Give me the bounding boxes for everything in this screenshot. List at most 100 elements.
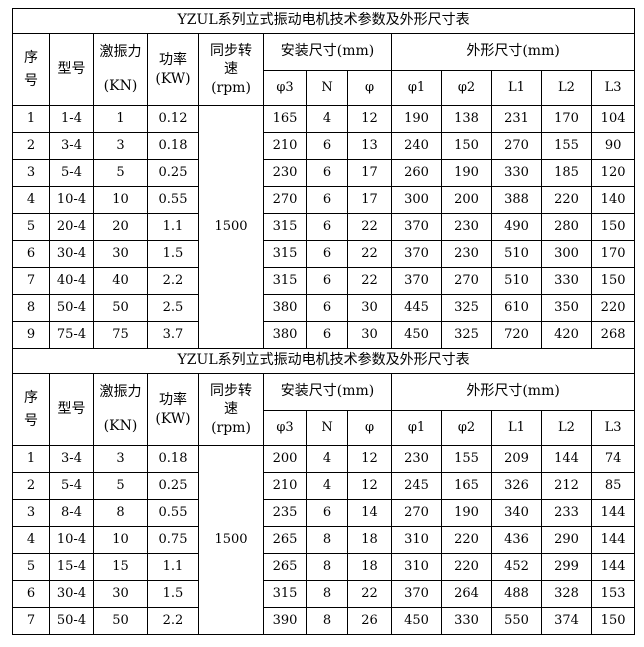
table-row: 4 10-4 10 0.55 270 6 17 300 200 388 220 140	[12, 186, 636, 214]
cell-l3: 120	[590, 159, 636, 187]
cell-seq: 8	[12, 294, 50, 322]
cell-phi: 12	[347, 472, 392, 500]
cell-phi1: 370	[391, 267, 442, 295]
table-row: 5 20-4 20 1.1 315 6 22 370 230 490 280 150	[12, 213, 636, 241]
cell-n: 6	[306, 213, 348, 241]
cell-l2: 220	[541, 186, 592, 214]
cell-n: 4	[306, 445, 348, 473]
cell-l3: 74	[590, 445, 636, 473]
cell-phi1: 310	[391, 526, 442, 554]
cell-power: 0.55	[147, 186, 199, 214]
header-excitation-label: 激振力	[99, 383, 142, 400]
cell-phi2: 264	[441, 580, 492, 608]
table-row: 7 40-4 40 2.2 315 6 22 370 270 510 330 150	[12, 267, 636, 295]
cell-phi3: 230	[263, 159, 307, 187]
header-model: 型号	[49, 373, 94, 446]
table-row: 8 50-4 50 2.5 380 6 30 445 325 610 350 220	[12, 294, 636, 322]
cell-excitation-force: 5	[93, 472, 148, 500]
cell-n: 4	[306, 472, 348, 500]
header-power-wrap: 功率 (KW)	[149, 51, 198, 87]
subheader-phi1: φ1	[391, 410, 442, 446]
cell-seq: 7	[12, 607, 50, 635]
sync-speed-cell: 1500	[198, 105, 264, 349]
cell-excitation-force: 40	[93, 267, 148, 295]
cell-phi3: 165	[263, 105, 307, 133]
cell-model: 30-4	[49, 240, 94, 268]
subheader-phi2: φ2	[441, 70, 492, 106]
cell-n: 8	[306, 526, 348, 554]
cell-model: 10-4	[49, 186, 94, 214]
cell-l2: 212	[541, 472, 592, 500]
cell-phi: 12	[347, 445, 392, 473]
cell-phi3: 200	[263, 445, 307, 473]
header-excitation-unit: (KN)	[103, 417, 138, 434]
cell-excitation-force: 50	[93, 607, 148, 635]
subheader-l3: L3	[590, 70, 636, 106]
cell-power: 2.5	[147, 294, 199, 322]
subheader-phi2: φ2	[441, 410, 492, 446]
subheader-l1: L1	[491, 410, 542, 446]
cell-n: 4	[306, 105, 348, 133]
cell-power: 0.75	[147, 526, 199, 554]
cell-phi2: 138	[441, 105, 492, 133]
cell-seq: 2	[12, 132, 50, 160]
cell-n: 6	[306, 499, 348, 527]
cell-l3: 90	[590, 132, 636, 160]
cell-phi: 18	[347, 526, 392, 554]
cell-l2: 144	[541, 445, 592, 473]
header-sync-speed: 同步转速(rpm)	[198, 33, 264, 106]
cell-phi3: 315	[263, 213, 307, 241]
spec-table-2: YZUL系列立式振动电机技术参数及外形尺寸表 序号 型号 激振力 (KN) 功率…	[11, 348, 636, 635]
header-excitation-wrap: 激振力 (KN)	[95, 376, 147, 444]
subheader-phi3: φ3	[263, 410, 307, 446]
cell-phi1: 370	[391, 580, 442, 608]
cell-phi: 30	[347, 321, 392, 349]
cell-phi: 14	[347, 499, 392, 527]
cell-l3: 150	[590, 607, 636, 635]
cell-phi1: 450	[391, 607, 442, 635]
header-seq: 序号	[12, 33, 50, 106]
cell-phi2: 330	[441, 607, 492, 635]
cell-l2: 185	[541, 159, 592, 187]
header-row-sub: φ3 N φ φ1 φ2 L1 L2 L3	[13, 70, 636, 106]
cell-seq: 2	[12, 472, 50, 500]
header-row-groups: 序号 型号 激振力 (KN) 功率 (KW) 同步转速(rpm)	[12, 373, 636, 446]
cell-phi1: 445	[391, 294, 442, 322]
cell-seq: 1	[12, 105, 50, 133]
cell-phi: 22	[347, 213, 392, 241]
cell-l1: 270	[491, 132, 542, 160]
cell-phi: 30	[347, 294, 392, 322]
cell-phi2: 230	[441, 213, 492, 241]
cell-phi3: 265	[263, 553, 307, 581]
cell-phi: 22	[347, 580, 392, 608]
cell-excitation-force: 10	[93, 526, 148, 554]
header-excitation-label: 激振力	[99, 43, 142, 60]
cell-phi3: 210	[263, 132, 307, 160]
cell-l3: 144	[590, 553, 636, 581]
cell-phi2: 270	[441, 267, 492, 295]
cell-model: 5-4	[49, 472, 94, 500]
cell-l3: 85	[590, 472, 636, 500]
table-row: 5 15-4 15 1.1 265 8 18 310 220 452 299 144	[12, 553, 636, 581]
header-install-dimensions-group: 安装尺寸(mm)	[263, 373, 392, 411]
cell-phi2: 190	[441, 499, 492, 527]
cell-excitation-force: 75	[93, 321, 148, 349]
cell-phi3: 235	[263, 499, 307, 527]
cell-phi1: 310	[391, 553, 442, 581]
subheader-phi: φ	[347, 70, 392, 106]
cell-l1: 326	[491, 472, 542, 500]
header-outline-dimensions-group: 外形尺寸(mm)	[390, 33, 636, 71]
cell-phi3: 265	[263, 526, 307, 554]
cell-l1: 452	[491, 553, 542, 581]
cell-l2: 233	[541, 499, 592, 527]
cell-phi2: 150	[441, 132, 492, 160]
cell-power: 2.2	[147, 607, 199, 635]
cell-l2: 299	[541, 553, 592, 581]
cell-seq: 4	[12, 526, 50, 554]
cell-phi3: 390	[263, 607, 307, 635]
header-row-sub: φ3 N φ φ1 φ2 L1 L2 L3	[13, 410, 636, 446]
cell-power: 0.55	[147, 499, 199, 527]
table-row: 1 3-4 3 0.18 1500 200 4 12 230 155 209 144 74	[12, 445, 636, 635]
cell-n: 6	[306, 267, 348, 295]
subheader-phi1: φ1	[391, 70, 442, 106]
